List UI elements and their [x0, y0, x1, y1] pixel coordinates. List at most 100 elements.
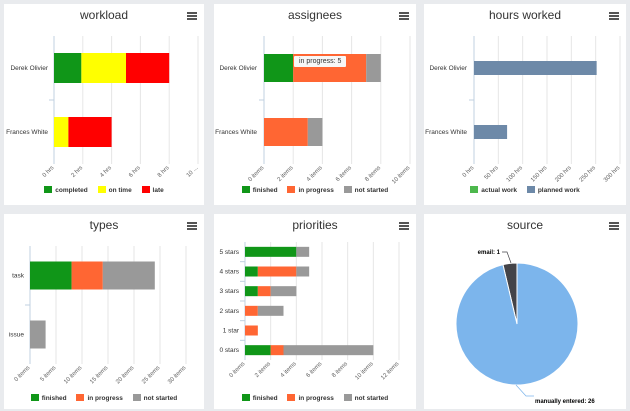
bar-late	[68, 117, 112, 147]
hours-title: hours worked	[488, 8, 562, 22]
source-panel: source email: 1 manually entered: 26	[424, 214, 626, 409]
assignees-tooltip: in progress: 5	[293, 55, 348, 68]
category-label: Frances White	[215, 129, 257, 136]
legend-item-not-started[interactable]: not started	[343, 394, 388, 402]
legend-item-finished[interactable]: finished	[241, 186, 278, 194]
priorities-menu-icon[interactable]	[399, 222, 409, 230]
category-label: task	[12, 273, 25, 280]
assignees-chart: 0 items 2 items 4 items 6 items 8 items 10 it…	[215, 36, 411, 185]
tick-label: 25 items	[141, 365, 161, 385]
bar-in-progress	[257, 266, 297, 277]
bar-in-progress	[257, 286, 271, 297]
source-menu-icon[interactable]	[609, 222, 619, 230]
category-label: 1 star	[223, 328, 240, 335]
legend-item-finished[interactable]: finished	[30, 394, 67, 402]
hours-menu-icon[interactable]	[609, 12, 619, 20]
bar-in-progress	[264, 118, 308, 146]
bar-completed	[54, 53, 82, 83]
completed-swatch-icon	[44, 186, 53, 193]
tick-label: 10 items	[354, 361, 374, 381]
in-progress-swatch-icon	[287, 394, 296, 401]
types-chart: 0 items 5 items 10 items 15 items 20 items 25…	[9, 246, 187, 385]
category-label: Derek Olivier	[429, 65, 467, 72]
actual-work-swatch-icon	[470, 186, 479, 193]
bar-not-started	[296, 246, 310, 257]
legend-item-on-time[interactable]: on time	[97, 186, 132, 194]
bar-on-time	[54, 117, 69, 147]
bar-finished	[245, 266, 258, 277]
legend-item-finished[interactable]: finished	[241, 394, 278, 402]
legend-item-late[interactable]: late	[141, 186, 164, 194]
tick-label: 20 items	[115, 365, 135, 385]
legend-item-in-progress[interactable]: in progress	[287, 394, 334, 402]
workload-legend: completed on time late	[4, 186, 204, 194]
tick-label: 0 hrs	[42, 165, 56, 179]
tick-label: 10 items	[391, 165, 411, 185]
tick-label: 10 ...	[186, 165, 200, 179]
bar-finished	[245, 246, 297, 257]
tick-label: 2 items	[254, 361, 272, 379]
bar-not-started	[30, 320, 46, 349]
legend-item-not-started[interactable]: not started	[343, 186, 388, 194]
bar-not-started	[283, 345, 374, 356]
tick-label: 300 hrs	[603, 165, 621, 183]
legend-item-in-progress[interactable]: in progress	[76, 394, 123, 402]
tick-label: 6 items	[305, 361, 323, 379]
bar-finished	[264, 54, 294, 82]
tick-label: 10 items	[63, 365, 83, 385]
in-progress-swatch-icon	[287, 186, 296, 193]
source-title: source	[506, 218, 544, 232]
tick-label: 0 items	[13, 365, 31, 383]
types-menu-icon[interactable]	[187, 222, 197, 230]
priorities-title: priorities	[292, 218, 338, 232]
bar-finished	[30, 261, 72, 290]
tick-label: 0 items	[228, 361, 246, 379]
legend-item-completed[interactable]: completed	[44, 186, 88, 194]
bar-not-started	[257, 305, 284, 316]
bar-late	[126, 53, 170, 83]
tick-label: 0 hrs	[462, 165, 476, 179]
legend-item-not-started[interactable]: not started	[132, 394, 177, 402]
tick-label: 6 hrs	[128, 165, 142, 179]
priorities-panel: priorities 0 items 2 items 4 items 6 items 8…	[214, 214, 416, 409]
tick-label: 8 hrs	[157, 165, 171, 179]
category-label: Frances White	[6, 129, 48, 136]
workload-menu-icon[interactable]	[187, 12, 197, 20]
workload-title: workload	[79, 8, 129, 22]
category-label: Derek Olivier	[219, 65, 257, 72]
assignees-legend: finished in progress not started	[214, 186, 416, 194]
on-time-swatch-icon	[97, 186, 106, 193]
finished-swatch-icon	[30, 394, 39, 401]
category-label: issue	[9, 332, 25, 339]
not-started-swatch-icon	[343, 394, 352, 401]
tick-label: 150 hrs	[530, 165, 548, 183]
bar-in-progress	[245, 305, 258, 316]
tick-label: 250 hrs	[579, 165, 597, 183]
assignees-menu-icon[interactable]	[399, 12, 409, 20]
late-swatch-icon	[141, 186, 150, 193]
pie-label-manually-entered: manually entered: 26	[535, 399, 595, 405]
legend-item-in-progress[interactable]: in progress	[287, 186, 334, 194]
category-label: Derek Olivier	[10, 65, 48, 72]
bar-in-progress	[245, 325, 258, 336]
bar-finished	[245, 286, 258, 297]
legend-item-actual-work[interactable]: actual work	[470, 186, 517, 194]
legend-item-planned-work[interactable]: planned work	[526, 186, 580, 194]
assignees-panel: assignees 0 items 2 items 4 items 6 items 8 …	[214, 4, 416, 205]
finished-swatch-icon	[241, 394, 250, 401]
workload-chart: 0 hrs 2 hrs 4 hrs 6 hrs 8 hrs 10 ... Derek Oli…	[6, 36, 200, 179]
tick-label: 12 items	[380, 361, 400, 381]
bar-finished	[245, 345, 271, 356]
bar-not-started	[296, 266, 310, 277]
tick-label: 200 hrs	[554, 165, 572, 183]
tick-label: 50 hrs	[484, 165, 500, 181]
bar-planned-work	[474, 61, 597, 75]
manual-connector	[515, 384, 534, 397]
tick-label: 8 items	[364, 165, 382, 183]
tick-label: 30 items	[167, 365, 187, 385]
category-label: 5 stars	[219, 249, 239, 256]
tick-label: 2 hrs	[71, 165, 85, 179]
tick-label: 4 items	[280, 361, 298, 379]
tick-label: 2 items	[277, 165, 295, 183]
tick-label: 0 items	[247, 165, 265, 183]
